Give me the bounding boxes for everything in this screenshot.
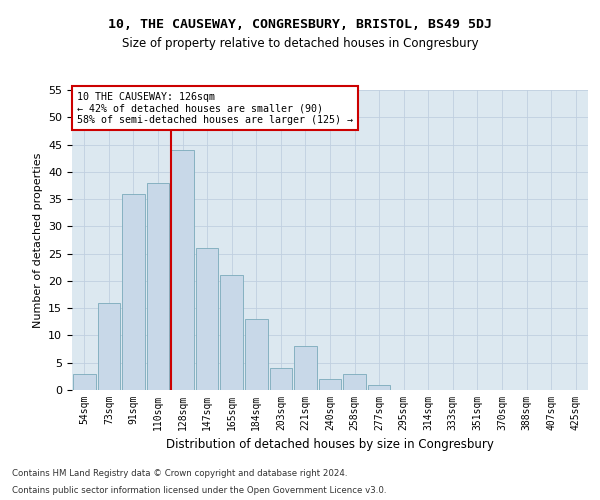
Y-axis label: Number of detached properties: Number of detached properties bbox=[32, 152, 43, 328]
X-axis label: Distribution of detached houses by size in Congresbury: Distribution of detached houses by size … bbox=[166, 438, 494, 452]
Text: Contains public sector information licensed under the Open Government Licence v3: Contains public sector information licen… bbox=[12, 486, 386, 495]
Bar bbox=[196, 248, 218, 390]
Bar bbox=[171, 150, 194, 390]
Bar bbox=[122, 194, 145, 390]
Bar bbox=[245, 319, 268, 390]
Bar bbox=[294, 346, 317, 390]
Bar bbox=[368, 384, 391, 390]
Bar bbox=[319, 379, 341, 390]
Bar bbox=[220, 276, 243, 390]
Text: Size of property relative to detached houses in Congresbury: Size of property relative to detached ho… bbox=[122, 38, 478, 51]
Text: 10, THE CAUSEWAY, CONGRESBURY, BRISTOL, BS49 5DJ: 10, THE CAUSEWAY, CONGRESBURY, BRISTOL, … bbox=[108, 18, 492, 30]
Bar bbox=[269, 368, 292, 390]
Text: 10 THE CAUSEWAY: 126sqm
← 42% of detached houses are smaller (90)
58% of semi-de: 10 THE CAUSEWAY: 126sqm ← 42% of detache… bbox=[77, 92, 353, 124]
Bar bbox=[146, 182, 169, 390]
Text: Contains HM Land Registry data © Crown copyright and database right 2024.: Contains HM Land Registry data © Crown c… bbox=[12, 468, 347, 477]
Bar bbox=[98, 302, 120, 390]
Bar bbox=[73, 374, 95, 390]
Bar bbox=[343, 374, 366, 390]
